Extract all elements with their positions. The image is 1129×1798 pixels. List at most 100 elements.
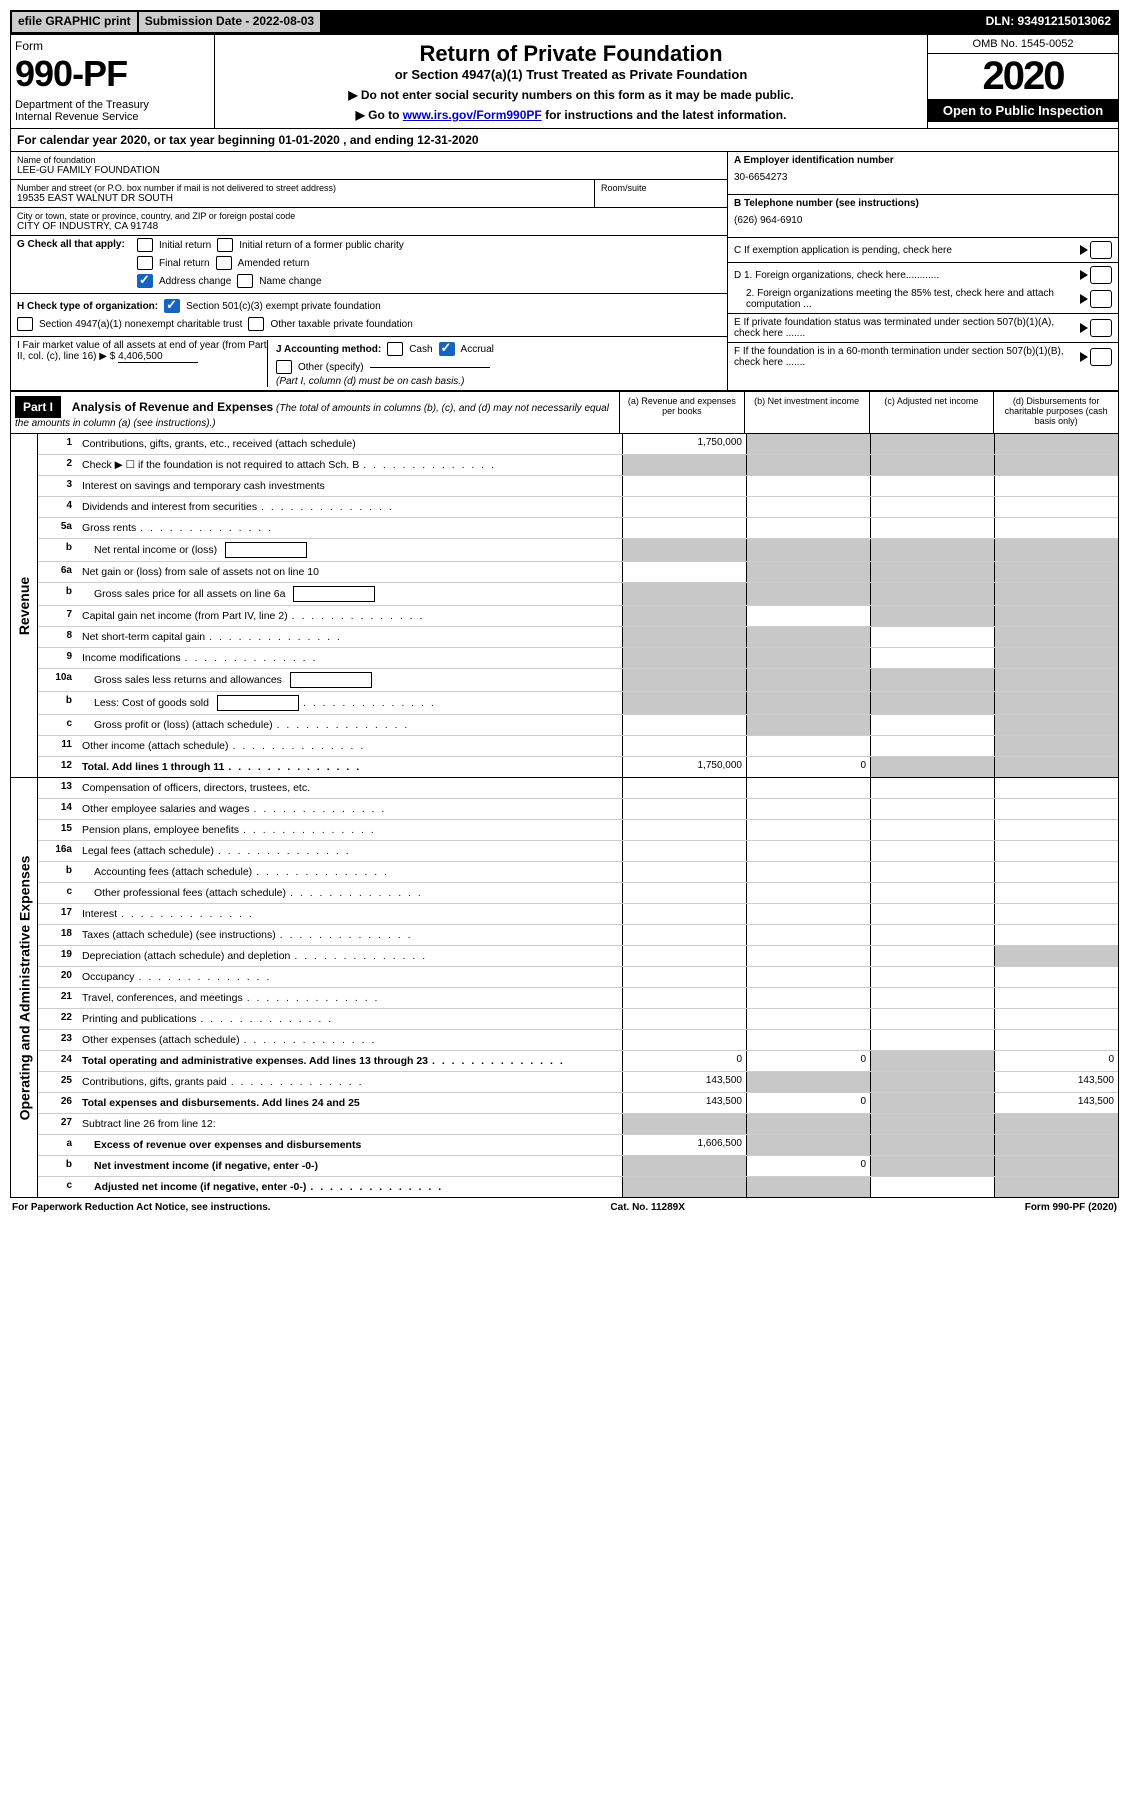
amount-cell (746, 476, 870, 496)
amount-cell (870, 1135, 994, 1155)
form-header: Form 990-PF Department of the Treasury I… (10, 34, 1119, 129)
inline-amount-box (225, 542, 307, 558)
line-number: 27 (38, 1114, 78, 1134)
amount-cell (746, 820, 870, 840)
amount-cell (870, 476, 994, 496)
line-number: 23 (38, 1030, 78, 1050)
amount-cell (622, 539, 746, 561)
line-desc: Less: Cost of goods sold (78, 692, 622, 714)
chk-address-change[interactable] (137, 274, 153, 288)
header-right: OMB No. 1545-0052 2020 Open to Public In… (927, 35, 1118, 128)
chk-c[interactable] (1090, 241, 1112, 259)
amount-cell (870, 455, 994, 475)
line-number: b (38, 583, 78, 605)
arrow-icon (1080, 352, 1088, 362)
chk-final[interactable] (137, 256, 153, 270)
line-desc: Contributions, gifts, grants paid (78, 1072, 622, 1092)
f-label: F If the foundation is in a 60-month ter… (734, 346, 1078, 368)
line-desc: Net investment income (if negative, ente… (78, 1156, 622, 1176)
line-desc: Capital gain net income (from Part IV, l… (78, 606, 622, 626)
form-number: 990-PF (15, 53, 210, 95)
amount-cell (870, 925, 994, 945)
chk-501c3[interactable] (164, 299, 180, 313)
line-desc: Other professional fees (attach schedule… (78, 883, 622, 903)
chk-amended[interactable] (216, 256, 232, 270)
amount-cell (746, 627, 870, 647)
address: 19535 EAST WALNUT DR SOUTH (17, 193, 588, 204)
amount-cell (746, 967, 870, 987)
table-row: 26Total expenses and disbursements. Add … (38, 1093, 1118, 1114)
line-number: c (38, 715, 78, 735)
header-left: Form 990-PF Department of the Treasury I… (11, 35, 215, 128)
amount-cell (746, 692, 870, 714)
amount-cell (870, 736, 994, 756)
amount-cell: 0 (746, 1051, 870, 1071)
amount-cell (870, 1072, 994, 1092)
line-number: 24 (38, 1051, 78, 1071)
amount-cell (746, 434, 870, 454)
amount-cell (994, 692, 1118, 714)
line-desc: Pension plans, employee benefits (78, 820, 622, 840)
chk-initial[interactable] (137, 238, 153, 252)
table-row: aExcess of revenue over expenses and dis… (38, 1135, 1118, 1156)
chk-name-change[interactable] (237, 274, 253, 288)
open-public: Open to Public Inspection (928, 99, 1118, 122)
line-number: 3 (38, 476, 78, 496)
col-c-head: (c) Adjusted net income (869, 392, 994, 433)
chk-d2[interactable] (1090, 290, 1112, 308)
amount-cell (994, 1114, 1118, 1134)
chk-d1[interactable] (1090, 266, 1112, 284)
chk-other-taxable[interactable] (248, 317, 264, 331)
table-row: 16aLegal fees (attach schedule) (38, 841, 1118, 862)
chk-4947[interactable] (17, 317, 33, 331)
opex-side-label: Operating and Administrative Expenses (11, 778, 38, 1197)
table-row: cGross profit or (loss) (attach schedule… (38, 715, 1118, 736)
irs-link[interactable]: www.irs.gov/Form990PF (403, 108, 542, 122)
amount-cell (870, 539, 994, 561)
amount-cell (622, 1177, 746, 1197)
amount-cell (746, 606, 870, 626)
line-number: 9 (38, 648, 78, 668)
chk-e[interactable] (1090, 319, 1112, 337)
amount-cell (994, 1135, 1118, 1155)
line-number: 13 (38, 778, 78, 798)
amount-cell (994, 455, 1118, 475)
chk-cash[interactable] (387, 342, 403, 356)
table-row: 24Total operating and administrative exp… (38, 1051, 1118, 1072)
amount-cell (746, 455, 870, 475)
amount-cell (746, 539, 870, 561)
amount-cell (622, 583, 746, 605)
footer: For Paperwork Reduction Act Notice, see … (10, 1198, 1119, 1217)
amount-cell (622, 648, 746, 668)
revenue-section: Revenue 1Contributions, gifts, grants, e… (10, 434, 1119, 778)
chk-accrual[interactable] (439, 342, 455, 356)
chk-initial-former[interactable] (217, 238, 233, 252)
name-label: Name of foundation (17, 155, 721, 165)
amount-cell (870, 583, 994, 605)
tel-label: B Telephone number (see instructions) (734, 198, 919, 209)
chk-f[interactable] (1090, 348, 1112, 366)
dln: DLN: 93491215013062 (980, 12, 1117, 32)
amount-cell: 143,500 (994, 1093, 1118, 1113)
chk-other-acct[interactable] (276, 360, 292, 374)
amount-cell (994, 434, 1118, 454)
amount-cell (622, 1009, 746, 1029)
line-desc: Taxes (attach schedule) (see instruction… (78, 925, 622, 945)
table-row: 13Compensation of officers, directors, t… (38, 778, 1118, 799)
c-label: C If exemption application is pending, c… (734, 245, 1078, 256)
amount-cell (870, 606, 994, 626)
amount-cell (746, 799, 870, 819)
inline-amount-box (293, 586, 375, 602)
efile-print[interactable]: efile GRAPHIC print (12, 12, 139, 32)
amount-cell (994, 1177, 1118, 1197)
amount-cell (622, 967, 746, 987)
line-desc: Printing and publications (78, 1009, 622, 1029)
amount-cell (622, 476, 746, 496)
line-desc: Net gain or (loss) from sale of assets n… (78, 562, 622, 582)
line-number: b (38, 1156, 78, 1176)
amount-cell (622, 562, 746, 582)
amount-cell (870, 434, 994, 454)
submission-date: Submission Date - 2022-08-03 (139, 12, 322, 32)
omb-no: OMB No. 1545-0052 (928, 35, 1118, 54)
arrow-icon (1080, 270, 1088, 280)
